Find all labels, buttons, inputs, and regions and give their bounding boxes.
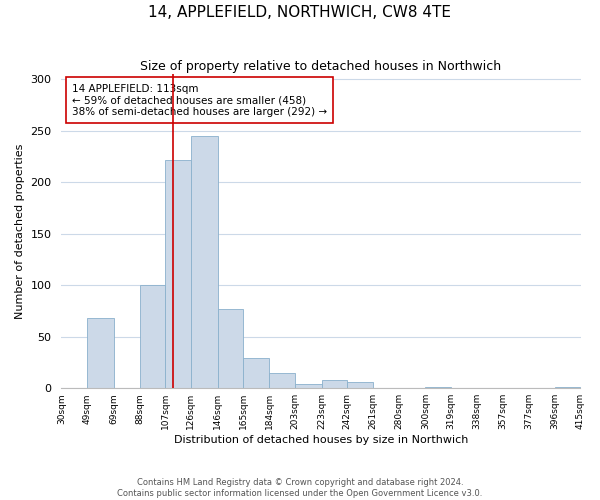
Bar (269, 373, 295, 388)
Bar (191, 136, 218, 388)
X-axis label: Distribution of detached houses by size in Northwich: Distribution of detached houses by size … (174, 435, 468, 445)
Bar (555, 387, 580, 388)
Y-axis label: Number of detached properties: Number of detached properties (15, 144, 25, 319)
Bar (347, 382, 373, 388)
Text: Contains HM Land Registry data © Crown copyright and database right 2024.
Contai: Contains HM Land Registry data © Crown c… (118, 478, 482, 498)
Bar (87, 318, 114, 388)
Bar (140, 285, 165, 388)
Bar (322, 380, 347, 388)
Bar (425, 387, 451, 388)
Bar (165, 160, 191, 388)
Title: Size of property relative to detached houses in Northwich: Size of property relative to detached ho… (140, 60, 502, 73)
Bar (218, 309, 244, 388)
Text: 14 APPLEFIELD: 113sqm
← 59% of detached houses are smaller (458)
38% of semi-det: 14 APPLEFIELD: 113sqm ← 59% of detached … (72, 84, 327, 117)
Bar (295, 384, 322, 388)
Bar (244, 358, 269, 388)
Text: 14, APPLEFIELD, NORTHWICH, CW8 4TE: 14, APPLEFIELD, NORTHWICH, CW8 4TE (149, 5, 452, 20)
